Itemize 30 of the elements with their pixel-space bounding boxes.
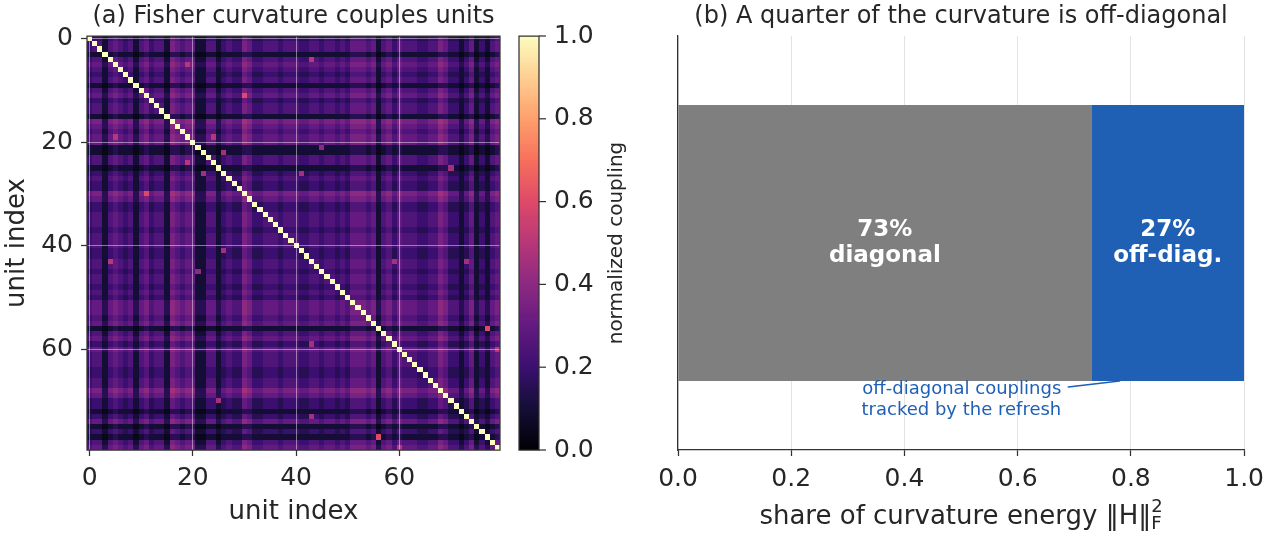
color-bar-label: 0.6	[554, 185, 594, 215]
color-bar-label: 1.0	[554, 19, 594, 49]
y-axis-title: unit index	[0, 178, 30, 308]
series-label: diagonal	[828, 240, 941, 267]
y-tick-label: 20	[41, 125, 73, 155]
color-bar-title: normalized coupling	[603, 141, 628, 345]
x-tick-label: 0.4	[884, 462, 925, 492]
x-axis-title: unit index	[228, 494, 359, 525]
x-tick-label: 0.2	[771, 462, 812, 492]
x-tick-label: 20	[176, 461, 209, 491]
x-tick-label: 1.0	[1224, 462, 1264, 492]
color-bar-label: 0.2	[554, 350, 594, 380]
x-tick-label: 0.6	[997, 462, 1038, 492]
annotation: off-diagonal couplings tracked by the refresh	[861, 377, 1062, 420]
y-tick-label: 40	[41, 229, 73, 259]
chart-title: (b) A quarter of the curvature is off-diagonal	[694, 1, 1228, 30]
color-bar-label: 0.8	[554, 102, 594, 132]
y-tick-label: 0	[57, 22, 73, 52]
series-label: off-diag.	[1113, 240, 1223, 267]
data-label: 73%	[857, 214, 913, 241]
y-tick-label: 60	[41, 332, 73, 362]
color-bar-label: 0.4	[554, 267, 594, 297]
data-label: 27%	[1140, 214, 1196, 241]
color-bar-label: 0.0	[554, 433, 594, 463]
x-tick-label: 40	[280, 461, 312, 491]
x-tick-label: 0	[81, 461, 98, 491]
x-tick-label: 0.8	[1111, 462, 1151, 492]
chart-title: (a) Fisher curvature couples units	[92, 1, 495, 30]
x-tick-label: 0.0	[658, 462, 698, 492]
x-tick-label: 60	[383, 461, 416, 491]
